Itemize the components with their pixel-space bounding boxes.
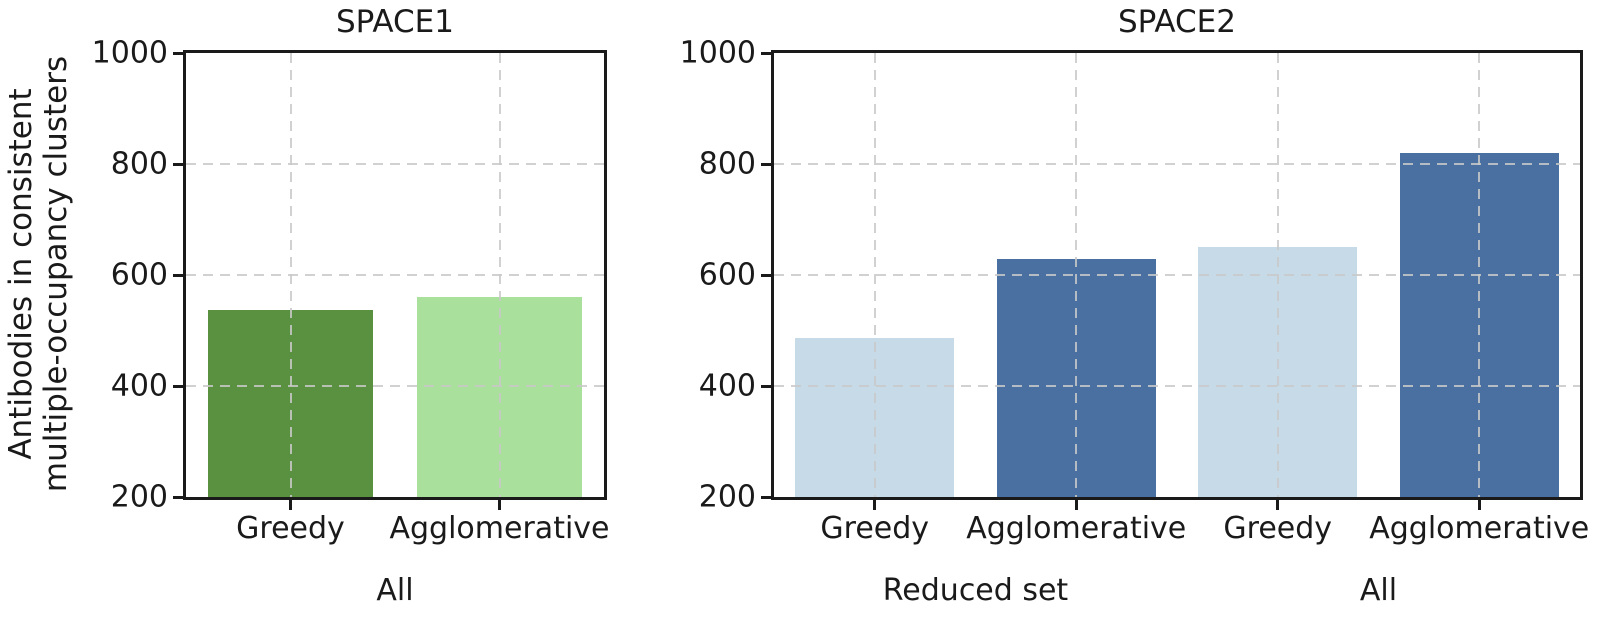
x-tick-mark: [498, 500, 501, 510]
y-gridline: [774, 385, 1580, 387]
x-tick-mark: [1074, 500, 1078, 510]
y-tick-mark: [173, 495, 183, 499]
y-tick-label: 400: [698, 368, 756, 404]
y-tick-mark: [761, 495, 771, 499]
x-group-label: Reduced set: [882, 573, 1069, 608]
y-tick-mark: [761, 51, 771, 55]
x-gridline: [873, 53, 876, 497]
y-gridline: [186, 385, 604, 387]
y-tick-label: 200: [110, 479, 168, 515]
plot-title-space1: SPACE1: [335, 4, 454, 40]
plot-title-space2: SPACE2: [1117, 4, 1236, 40]
y-tick-label: 400: [110, 368, 168, 404]
x-tick-label: Agglomerative: [389, 511, 610, 546]
y-tick-label: 800: [110, 146, 168, 182]
y-tick-label: 600: [110, 257, 168, 293]
y-tick-mark: [761, 162, 771, 166]
plot-space1: 200 400 600 800 1000 Greedy Agglomerative All: [92, 36, 610, 609]
y-tick-label: 1000: [91, 35, 168, 71]
y-tick-label: 800: [698, 146, 756, 182]
y-tick-mark: [761, 273, 771, 277]
y-tick-mark: [173, 162, 183, 166]
x-tick-label: Agglomerative: [1369, 511, 1590, 546]
y-tick-label: 600: [698, 257, 756, 293]
x-tick-label: Agglomerative: [966, 511, 1187, 546]
x-tick-mark: [289, 500, 292, 510]
y-tick-label: 1000: [679, 35, 756, 71]
y-tick-mark: [173, 273, 183, 277]
x-tick-label: Greedy: [1223, 511, 1333, 546]
y-gridline: [774, 274, 1580, 276]
y-tick-mark: [173, 384, 183, 388]
x-gridline: [498, 53, 501, 497]
x-tick-mark: [1477, 500, 1481, 510]
plot-space2: 200 400 600 800 1000 Greedy Agglomerative Greed…: [680, 36, 1590, 609]
y-gridline: [774, 163, 1580, 165]
x-tick-mark: [1276, 500, 1280, 510]
y-gridline: [186, 163, 604, 165]
x-gridline: [289, 53, 292, 497]
x-group-label: All: [376, 573, 414, 608]
x-gridline: [1276, 53, 1279, 497]
x-gridline: [1075, 53, 1078, 497]
x-tick-mark: [873, 500, 877, 510]
y-gridline: [186, 274, 604, 276]
x-group-label: All: [1359, 573, 1398, 608]
y-tick-mark: [761, 384, 771, 388]
x-tick-label: Greedy: [820, 511, 930, 546]
x-gridline: [1478, 53, 1481, 497]
y-tick-mark: [173, 51, 183, 55]
y-tick-label: 200: [698, 479, 756, 515]
x-tick-label: Greedy: [236, 511, 345, 546]
